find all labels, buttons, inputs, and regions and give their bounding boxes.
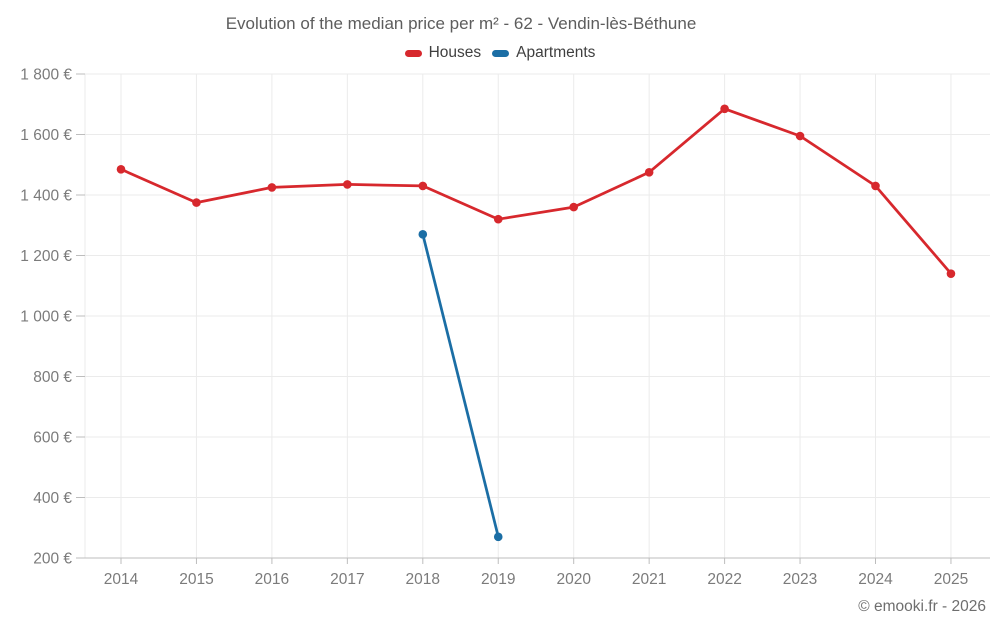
legend-swatch-houses [404,49,422,57]
y-tick-label: 1 000 € [20,309,72,326]
legend-item-houses[interactable]: Houses [404,44,482,62]
x-tick-label: 2017 [330,571,364,588]
legend-label-apartments: Apartments [516,44,596,61]
apartments-data-point[interactable] [418,230,428,239]
x-tick-label: 2018 [406,571,440,588]
x-tick-label: 2023 [783,571,817,588]
axes [76,73,990,564]
x-tick-label: 2022 [707,571,741,588]
y-tick-label: 1 600 € [20,127,72,144]
y-tick-label: 800 € [33,369,72,386]
houses-data-point[interactable] [343,180,352,189]
series-apartments [418,230,503,542]
y-axis-labels: 200 € 400 € 600 € 800 € 1 000 € 1 200 € 1 400 … [20,67,72,568]
houses-data-point[interactable] [493,214,503,224]
houses-data-point[interactable] [795,131,805,141]
houses-data-point[interactable] [418,181,428,191]
x-tick-label: 2016 [255,571,289,588]
apartments-line [421,232,500,539]
houses-data-point[interactable] [192,198,201,207]
chart-title: Evolution of the median price per m² - 6… [225,14,697,33]
x-tick-label: 2021 [632,571,666,588]
x-axis-labels: 2014 2015 2016 2017 2018 2019 2020 2021 2022 2023… [104,571,968,588]
houses-line [119,107,953,275]
y-tick-label: 600 € [33,430,72,447]
legend-label-houses: Houses [428,44,482,61]
y-tick-label: 1 800 € [20,67,72,84]
series-houses [116,104,956,278]
x-tick-label: 2019 [481,571,515,588]
legend-item-apartments[interactable]: Apartments [492,44,595,62]
x-tick-label: 2025 [934,571,968,588]
x-tick-label: 2014 [104,571,139,588]
houses-data-point[interactable] [946,269,956,278]
houses-data-point[interactable] [644,168,654,177]
houses-data-point[interactable] [720,104,729,114]
x-tick-label: 2024 [858,571,893,588]
houses-data-point[interactable] [116,164,126,174]
chart-legend: Houses Apartments [0,44,1000,62]
houses-data-point[interactable] [267,183,277,192]
y-tick-label: 200 € [33,551,72,568]
gridlines [84,73,990,559]
x-tick-label: 2020 [556,571,591,588]
apartments-data-point[interactable] [493,532,503,542]
y-tick-label: 400 € [33,490,72,507]
x-tick-label: 2015 [179,571,213,588]
legend-swatch-apartments [492,49,510,57]
copyright-text: © emooki.fr - 2026 [858,598,986,615]
houses-data-point[interactable] [569,202,578,212]
y-tick-label: 1 400 € [20,188,72,205]
houses-data-point[interactable] [871,181,880,191]
y-tick-label: 1 200 € [20,248,72,265]
